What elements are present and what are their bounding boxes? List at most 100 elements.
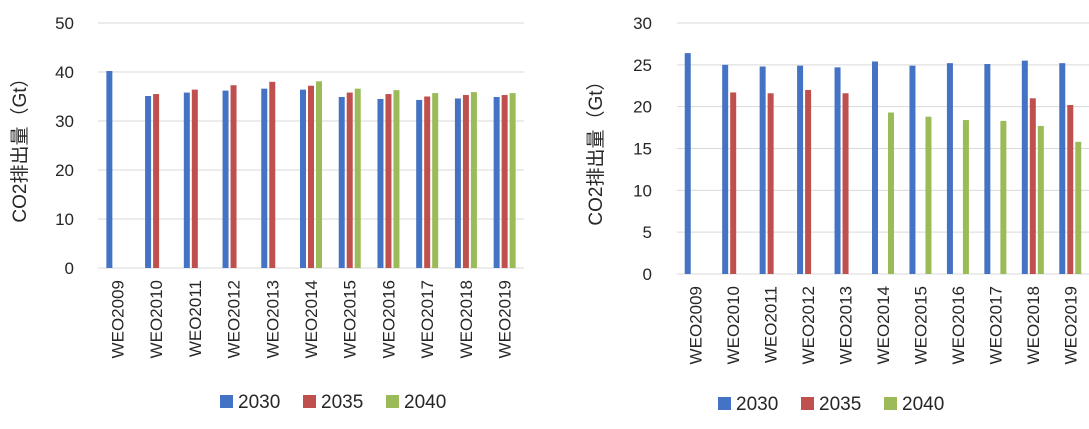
x-tick-label: WEO2015	[911, 286, 930, 364]
bar-2030-WEO2014	[300, 89, 306, 268]
bar-2035-WEO2018	[1029, 98, 1036, 274]
chart-svg: 0 5 10 15 20 25 30 CO2排出量（Gt） WEO2009 WEO2010 WEO2…	[585, 14, 1089, 415]
legend-label-2035: 2035	[321, 392, 363, 413]
bar-2030-WEO2018	[1021, 60, 1028, 275]
bar-2035-WEO2016	[385, 94, 392, 268]
y-tick-label: 25	[633, 56, 652, 75]
legend-label-2030: 2030	[736, 394, 778, 415]
bar-2035-WEO2013	[269, 81, 276, 268]
x-tick-label: WEO2009	[108, 280, 127, 358]
bar-2030-WEO2016	[377, 98, 384, 268]
x-tick-label: WEO2013	[263, 280, 282, 358]
y-tick-label: 50	[55, 14, 74, 33]
x-tick-label: WEO2016	[949, 286, 968, 364]
x-tick-label: WEO2012	[225, 280, 244, 358]
chart-left: 0 10 20 30 40 50 CO2排出量（Gt） WEO2009 WEO2010 WEO20…	[0, 0, 540, 424]
legend-swatch-2030	[718, 397, 731, 410]
legend-swatch-2040	[884, 397, 897, 410]
bar-2035-WEO2014	[308, 85, 314, 268]
x-tick-label: WEO2010	[147, 280, 166, 358]
bar-2040-WEO2017	[1000, 120, 1007, 274]
bar-2030-WEO2009	[684, 53, 691, 275]
bar-2030-WEO2012	[797, 65, 804, 274]
bar-2035-WEO2011	[767, 93, 774, 274]
y-tick-label: 30	[633, 14, 652, 33]
x-tick-label: WEO2019	[1061, 286, 1080, 364]
legend-label-2040: 2040	[902, 394, 944, 415]
bar-2035-WEO2019	[501, 95, 508, 268]
bar-2030-WEO2014	[872, 61, 878, 275]
legend-label-2040: 2040	[404, 392, 446, 413]
y-axis-label: CO2排出量（Gt）	[585, 71, 607, 225]
bar-2035-WEO2010	[153, 94, 160, 268]
legend-swatch-2035	[801, 397, 814, 410]
y-tick-label: 20	[55, 161, 74, 180]
legend-label-2035: 2035	[819, 394, 861, 415]
x-tick-label: WEO2018	[457, 280, 476, 358]
bar-2030-WEO2012	[222, 90, 229, 269]
bar-2035-WEO2015	[346, 92, 353, 268]
bar-2035-WEO2013	[842, 93, 849, 274]
bar-2030-WEO2016	[946, 63, 953, 274]
bar-2035-WEO2019	[1067, 104, 1074, 274]
bar-2030-WEO2013	[261, 88, 268, 268]
y-tick-label: 5	[643, 223, 652, 242]
bar-2030-WEO2018	[454, 98, 461, 269]
x-tick-label: WEO2012	[799, 286, 818, 364]
x-tick-label: WEO2015	[341, 280, 360, 358]
bar-2040-WEO2018	[470, 92, 477, 268]
bar-2030-WEO2011	[759, 66, 766, 274]
x-tick-label: WEO2011	[186, 280, 205, 357]
legend-swatch-2040	[386, 395, 399, 408]
bar-2035-WEO2011	[191, 89, 198, 268]
x-tick-label: WEO2017	[418, 280, 437, 358]
x-tick-label: WEO2010	[724, 286, 743, 364]
y-tick-label: 10	[55, 210, 74, 229]
y-tick-label: 20	[633, 98, 652, 117]
legend-swatch-2030	[220, 395, 233, 408]
bar-2040-WEO2014	[316, 81, 322, 268]
bar-2030-WEO2013	[834, 67, 841, 275]
y-tick-label: 15	[633, 140, 652, 159]
x-tick-label: WEO2019	[496, 280, 515, 358]
bar-2030-WEO2015	[909, 65, 916, 274]
bar-2040-WEO2016	[393, 90, 400, 268]
y-axis-label: CO2排出量（Gt）	[9, 68, 31, 222]
legend-swatch-2035	[303, 395, 316, 408]
bar-2030-WEO2019	[1059, 63, 1066, 274]
bar-2035-WEO2012	[230, 85, 237, 268]
bar-2030-WEO2011	[183, 92, 190, 268]
bar-2030-WEO2017	[416, 99, 423, 269]
y-tick-label: 30	[55, 112, 74, 131]
y-tick-label: 0	[65, 259, 74, 278]
bar-2040-WEO2016	[962, 120, 969, 274]
bar-2040-WEO2015	[354, 88, 361, 268]
legend-label-2030: 2030	[238, 392, 280, 413]
bar-2040-WEO2019	[509, 93, 516, 268]
bar-2040-WEO2014	[888, 112, 894, 274]
bar-2030-WEO2019	[493, 96, 500, 269]
bar-2040-WEO2019	[1075, 141, 1082, 274]
bar-2040-WEO2018	[1037, 125, 1044, 274]
bar-2030-WEO2010	[722, 64, 729, 274]
x-tick-label: WEO2009	[687, 286, 706, 364]
chart-right: 0 5 10 15 20 25 30 CO2排出量（Gt） WEO2009 WEO2010 WEO2…	[570, 0, 1089, 424]
x-tick-label: WEO2013	[837, 286, 856, 364]
y-tick-label: 10	[633, 181, 652, 200]
bar-2030-WEO2017	[984, 63, 991, 274]
bar-2035-WEO2010	[730, 92, 737, 275]
bar-2035-WEO2018	[462, 95, 469, 268]
y-tick-label: 40	[55, 63, 74, 82]
y-tick-label: 0	[643, 265, 652, 284]
x-tick-label: WEO2017	[986, 286, 1005, 364]
bar-2030-WEO2010	[145, 96, 152, 268]
bar-2030-WEO2009	[106, 71, 113, 269]
x-tick-label: WEO2014	[874, 286, 893, 364]
bar-2035-WEO2012	[805, 89, 812, 274]
x-tick-label: WEO2014	[302, 280, 321, 358]
x-tick-label: WEO2018	[1024, 286, 1043, 364]
x-tick-label: WEO2011	[762, 286, 781, 363]
bar-2040-WEO2015	[925, 116, 932, 274]
bar-2030-WEO2015	[338, 96, 345, 269]
